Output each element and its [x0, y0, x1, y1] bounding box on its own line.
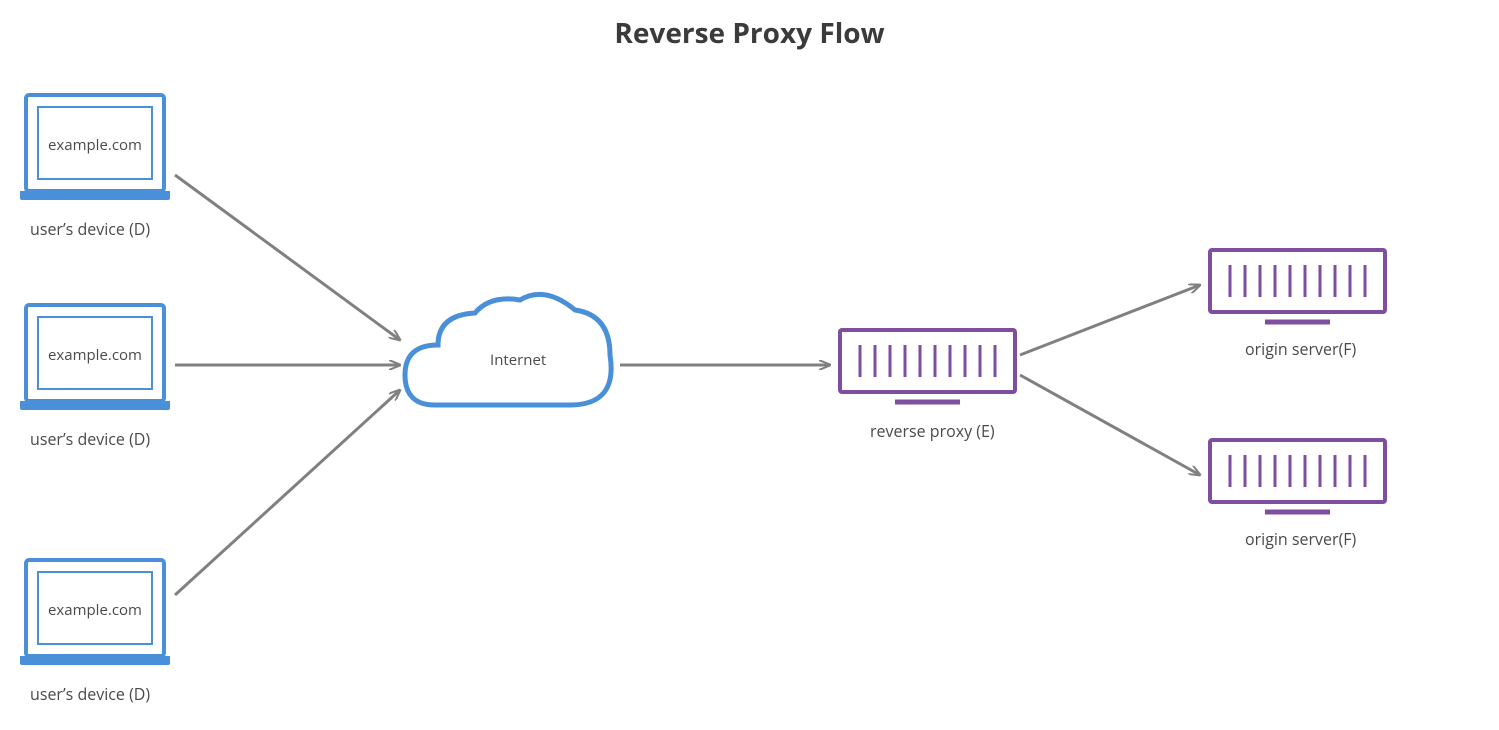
- device2-label: user’s device (D): [30, 428, 150, 450]
- reverse-proxy-label: reverse proxy (E): [870, 420, 995, 442]
- device1-screen-text: example.com: [48, 135, 142, 155]
- edge-proxy-origin2: [1020, 375, 1200, 475]
- origin-server-icon-1: [1210, 250, 1385, 322]
- edge-proxy-origin1: [1020, 285, 1200, 355]
- device3-screen-text: example.com: [48, 600, 142, 620]
- device2-screen-text: example.com: [48, 345, 142, 365]
- device3-label: user’s device (D): [30, 683, 150, 705]
- edge-device1-cloud: [175, 175, 400, 340]
- device1-label: user’s device (D): [30, 218, 150, 240]
- edge-device3-cloud: [175, 390, 400, 595]
- origin1-label: origin server(F): [1245, 338, 1356, 360]
- origin2-label: origin server(F): [1245, 528, 1356, 550]
- diagram-canvas: [0, 0, 1499, 730]
- reverse-proxy-icon: [840, 330, 1015, 402]
- origin-server-icon-2: [1210, 440, 1385, 512]
- cloud-label: Internet: [490, 350, 546, 370]
- edges-group: [175, 175, 1200, 595]
